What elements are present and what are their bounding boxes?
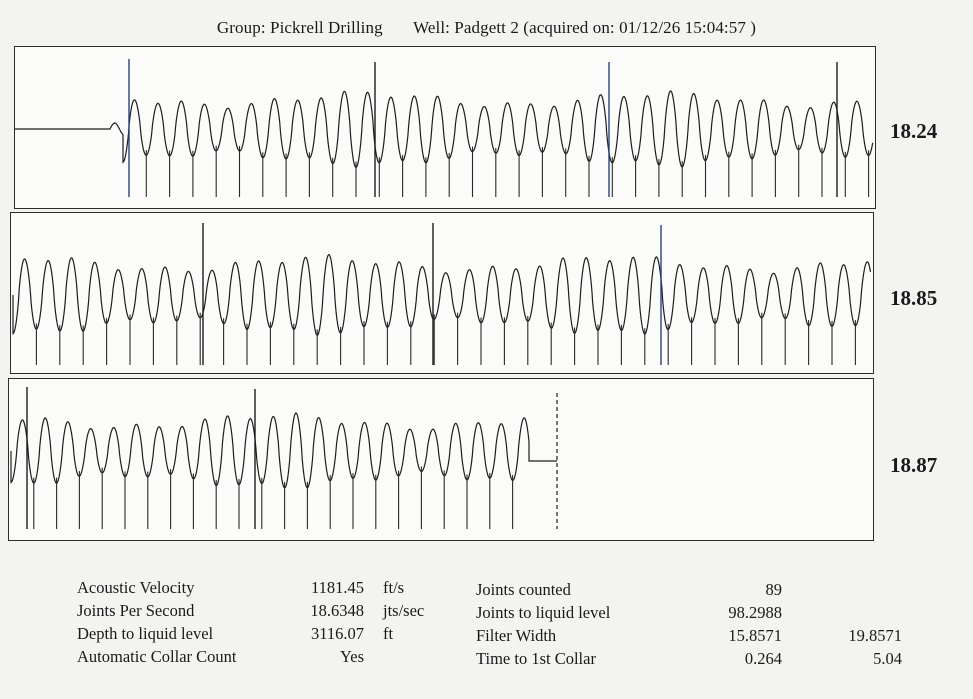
well-info: Well: Padgett 2 (acquired on: 01/12/26 1… <box>413 18 757 37</box>
joints-counted-extra <box>800 578 902 601</box>
auto-collar-count-label: Automatic Collar Count <box>77 647 237 666</box>
waveform-line <box>10 412 557 489</box>
panel-3-joints-per-second: 18.87 <box>890 453 938 477</box>
depth-to-liquid-value: 3116.07 <box>310 624 364 643</box>
waveform-line <box>12 253 872 336</box>
results-right-extra: 19.8571 5.04 <box>800 578 902 670</box>
trace-panel-1 <box>14 46 876 209</box>
report-header: Group: Pickrell Drilling Well: Padgett 2… <box>0 18 973 38</box>
filter-width-value: 15.8571 <box>728 626 782 645</box>
results-right-labels: Joints counted Joints to liquid level Fi… <box>476 578 610 670</box>
panel-2-joints-per-second: 18.85 <box>890 286 938 310</box>
joints-counted-value: 89 <box>765 580 783 599</box>
results-left-labels: Acoustic Velocity Joints Per Second Dept… <box>77 576 236 668</box>
filter-width-upper-value: 19.8571 <box>848 626 902 645</box>
trace-panel-3 <box>8 378 874 541</box>
results-left-values: 1181.45 18.6348 3116.07 Yes <box>262 576 364 668</box>
acoustic-trace-2 <box>12 223 872 365</box>
depth-to-liquid-unit: ft <box>383 624 394 643</box>
joints-to-liquid-label: Joints to liquid level <box>476 603 611 622</box>
filter-width-label: Filter Width <box>476 626 557 645</box>
trace-panel-2 <box>10 212 874 374</box>
acoustic-trace-3 <box>10 387 558 529</box>
time-to-first-collar-label: Time to 1st Collar <box>476 649 596 668</box>
time-to-first-collar-value: 0.264 <box>744 649 782 668</box>
joints-per-second-unit: jts/sec <box>383 601 425 620</box>
auto-collar-count-unit <box>383 645 424 668</box>
acoustic-velocity-value: 1181.45 <box>310 578 364 597</box>
acoustic-velocity-unit: ft/s <box>383 578 405 597</box>
acoustic-trace-1 <box>15 59 874 197</box>
joints-per-second-label: Joints Per Second <box>77 601 195 620</box>
auto-collar-count-value: Yes <box>339 647 364 666</box>
panel-1-joints-per-second: 18.24 <box>890 119 938 143</box>
joints-counted-label: Joints counted <box>476 580 571 599</box>
joints-per-second-value: 18.6348 <box>310 601 364 620</box>
results-left-units: ft/s jts/sec ft <box>383 576 424 668</box>
group-name: Group: Pickrell Drilling <box>216 18 383 37</box>
depth-to-liquid-label: Depth to liquid level <box>77 624 214 643</box>
waveform-line <box>15 90 874 169</box>
time-to-first-collar-extra-value: 5.04 <box>873 649 902 668</box>
acoustic-velocity-label: Acoustic Velocity <box>77 578 195 597</box>
joints-to-liquid-extra <box>800 601 902 624</box>
results-right-values: 89 98.2988 15.8571 0.264 <box>680 578 782 670</box>
joints-to-liquid-value: 98.2988 <box>728 603 782 622</box>
